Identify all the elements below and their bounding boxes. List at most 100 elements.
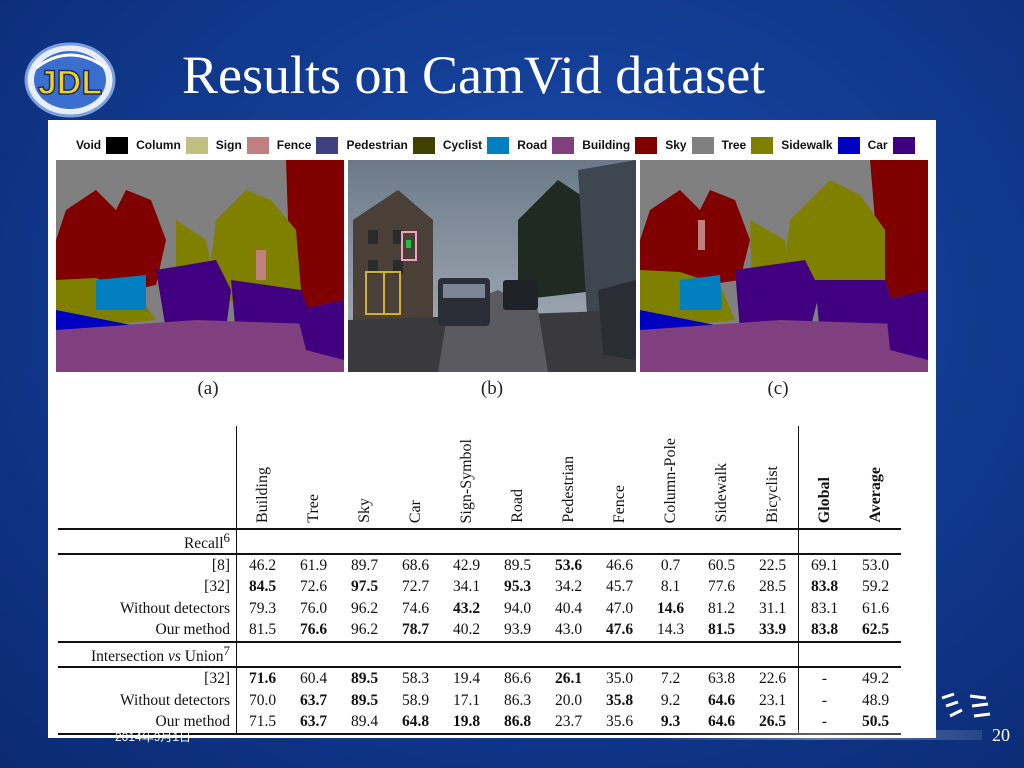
table-cell: 22.5 xyxy=(758,556,787,574)
table-cell: 89.5 xyxy=(350,691,379,709)
table-cell: 97.5 xyxy=(350,578,379,596)
table-cell: 76.0 xyxy=(299,599,328,617)
table-cell: 68.6 xyxy=(401,556,430,574)
table-cell: 72.6 xyxy=(299,578,328,596)
section-intersection-vs-union: Intersection vs Union7 xyxy=(58,641,901,669)
row-label: Our method xyxy=(58,711,237,735)
table-cell: 59.2 xyxy=(861,578,890,596)
table-cell: 70.0 xyxy=(236,689,288,712)
legend-swatch xyxy=(106,136,129,154)
panel-caption-b: (b) xyxy=(480,378,504,399)
column-header-average: Average xyxy=(850,426,901,530)
slide-title: Results on CamVid dataset xyxy=(182,45,766,105)
legend-item-sidewalk: Sidewalk xyxy=(781,136,860,154)
table-cell: 71.6 xyxy=(236,667,288,690)
table-cell: 0.7 xyxy=(660,556,681,574)
table-row: [32] 71.6 60.4 89.5 58.3 19.4 86.6 26.1 35.0 7.2 6… xyxy=(58,667,901,690)
column-header-sky: Sky xyxy=(339,426,390,530)
table-cell: 89.5 xyxy=(503,556,532,574)
legend-label: Sky xyxy=(665,138,687,152)
legend-item-sky: Sky xyxy=(665,136,714,154)
header-corner xyxy=(58,426,237,530)
table-cell: 78.7 xyxy=(401,621,430,639)
legend-swatch xyxy=(552,136,575,154)
table-cell: 77.6 xyxy=(707,578,736,596)
logo-text: JDL xyxy=(38,64,102,102)
table-row: [8] 46.2 61.9 89.7 68.6 42.9 89.5 53.6 46.6 0.7 60… xyxy=(58,554,901,577)
table-cell: 14.6 xyxy=(656,599,685,617)
table-cell: 34.1 xyxy=(452,578,481,596)
table-cell: 47.6 xyxy=(605,621,634,639)
table-cell: 63.7 xyxy=(299,691,328,709)
legend-item-void: Void xyxy=(76,136,129,154)
legend-swatch xyxy=(892,136,915,154)
column-header-bicyclist: Bicyclist xyxy=(747,426,799,530)
row-label: [8] xyxy=(211,556,230,574)
table-cell: 81.2 xyxy=(707,599,736,617)
panel-c-segmentation-result xyxy=(640,160,928,372)
legend-item-pedestrian: Pedestrian xyxy=(346,136,435,154)
table-cell: 71.5 xyxy=(236,711,288,735)
legend-item-sign: Sign xyxy=(216,136,269,154)
table-cell: 84.5 xyxy=(236,576,288,599)
table-cell: 43.2 xyxy=(452,599,481,617)
table-cell: 95.3 xyxy=(503,578,532,596)
legend-item-tree: Tree xyxy=(722,136,774,154)
legend-swatch xyxy=(316,136,339,154)
table-cell: 81.5 xyxy=(707,621,736,639)
table-cell: 61.9 xyxy=(299,556,328,574)
table-row: Our method 71.5 63.7 89.4 64.8 19.8 86.8 23.7 35… xyxy=(58,711,901,735)
results-table: Building Tree Sky Car Sign-Symbol Road Pedestr… xyxy=(58,426,901,735)
table-cell: 83.8 xyxy=(798,576,850,599)
table-cell: 31.1 xyxy=(758,599,787,617)
panel-a-segmentation xyxy=(56,160,344,372)
legend-label: Sidewalk xyxy=(781,138,833,152)
column-header-sign-symbol: Sign-Symbol xyxy=(441,426,492,530)
table-cell: 17.1 xyxy=(452,691,481,709)
jdl-logo: JDL xyxy=(22,38,118,120)
section-recall: Recall6 xyxy=(58,527,901,556)
table-cell: 58.9 xyxy=(401,691,430,709)
legend-swatch xyxy=(837,136,860,154)
table-cell: 93.9 xyxy=(503,621,532,639)
page-number: 20 xyxy=(992,725,1010,745)
table-cell: 9.3 xyxy=(645,711,696,735)
table-cell: 63.7 xyxy=(288,711,339,735)
legend-label: Building xyxy=(582,138,631,152)
class-legend: Void Column Sign Fence Pedestrian Cyclist Road… xyxy=(48,134,936,156)
legend-item-cyclist: Cyclist xyxy=(442,136,510,154)
table-cell: 9.2 xyxy=(660,691,681,709)
institute-logo xyxy=(936,688,996,724)
legend-label: Cyclist xyxy=(442,138,483,152)
column-header-tree: Tree xyxy=(288,426,339,530)
table-cell: 33.9 xyxy=(758,621,787,639)
table-cell: 23.1 xyxy=(758,691,787,709)
column-header-sidewalk: Sidewalk xyxy=(696,426,747,530)
legend-item-car: Car xyxy=(868,136,915,154)
row-label: Without detectors xyxy=(120,599,230,617)
table-cell: 23.7 xyxy=(543,711,594,735)
legend-swatch xyxy=(185,136,208,154)
table-cell: 48.9 xyxy=(861,691,890,709)
row-label: [32] xyxy=(204,578,230,596)
table-cell: 19.4 xyxy=(452,670,481,688)
table-cell: 89.5 xyxy=(350,670,379,688)
row-label: Our method xyxy=(155,621,230,639)
column-header-road: Road xyxy=(492,426,543,530)
legend-item-column: Column xyxy=(136,136,208,154)
table-cell: 60.5 xyxy=(707,556,736,574)
panel-b-street-photo xyxy=(348,160,636,372)
table-cell: 64.8 xyxy=(390,711,441,735)
legend-swatch xyxy=(246,136,269,154)
table-cell: 74.6 xyxy=(401,599,430,617)
table-row: Without detectors 70.0 63.7 89.5 58.9 17.1 86.… xyxy=(58,689,901,712)
table-cell: 40.2 xyxy=(452,621,481,639)
panel-caption-a: (a) xyxy=(197,378,219,399)
panel-caption-c: (c) xyxy=(767,378,789,399)
legend-label: Void xyxy=(76,138,102,152)
slide-date: 2014年9月1日 xyxy=(115,730,192,744)
table-cell: 46.2 xyxy=(236,554,288,577)
table-cell: 83.1 xyxy=(798,598,850,620)
table-cell: 58.3 xyxy=(401,670,430,688)
table-cell: 83.8 xyxy=(798,619,850,643)
